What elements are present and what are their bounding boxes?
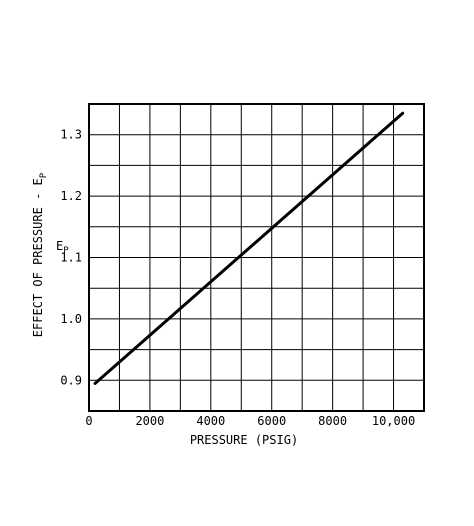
x-tick-label: 4000 [196, 414, 225, 428]
y-tick-label: 1.3 [60, 128, 82, 142]
x-tick-label: 10,000 [372, 414, 415, 428]
y-axis-symbol-main: E [56, 239, 63, 253]
y-tick-label: 1.0 [60, 312, 82, 326]
grid [89, 104, 424, 411]
y-axis-symbol-subscript: P [63, 246, 69, 256]
series-line [93, 111, 405, 385]
y-tick-label: 1.2 [60, 189, 82, 203]
x-tick-label: 0 [85, 414, 92, 428]
y-tick-label: 1.1 [60, 251, 82, 265]
series-layer [93, 111, 405, 385]
y-axis-title-subscript: P [39, 172, 49, 178]
x-tick-label: 6000 [257, 414, 286, 428]
x-tick-label: 8000 [318, 414, 347, 428]
y-tick-labels: 0.9 1.0 1.1 1.2 1.3 [60, 128, 82, 388]
x-tick-labels: 0 2000 4000 6000 8000 10,000 [85, 414, 415, 428]
y-tick-label: 0.9 [60, 373, 82, 387]
x-tick-label: 2000 [135, 414, 164, 428]
y-axis-title-main: EFFECT OF PRESSURE - E [31, 178, 45, 337]
y-axis-title: EFFECT OF PRESSURE - EP [31, 172, 49, 337]
x-axis-title: PRESSURE (PSIG) [190, 433, 298, 447]
y-axis-symbol: EP [56, 239, 69, 256]
